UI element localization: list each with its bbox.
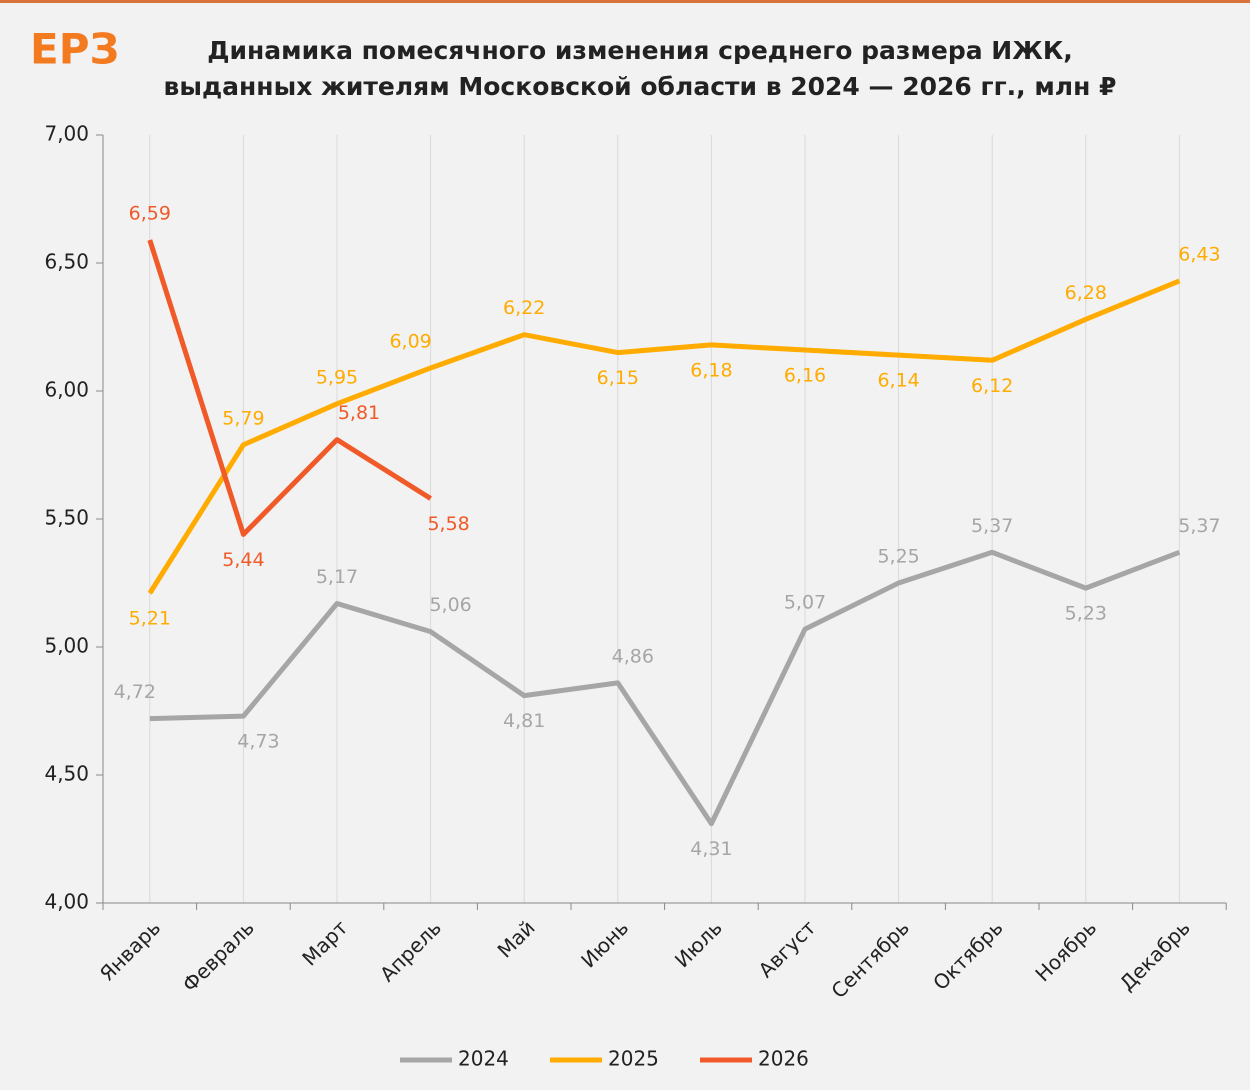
y-tick-label: 7,00: [44, 122, 89, 146]
value-label: 5,58: [427, 513, 469, 535]
series-line: [149, 549, 1181, 827]
value-label: 5,95: [316, 366, 358, 388]
value-label: 5,25: [877, 546, 919, 568]
y-tick-label: 6,00: [44, 378, 89, 402]
value-label: 5,81: [338, 402, 380, 424]
value-label: 6,18: [690, 359, 732, 381]
value-label: 6,12: [971, 375, 1013, 397]
top-rule: [0, 0, 1250, 3]
value-label: 6,22: [503, 297, 545, 319]
value-label: 5,07: [784, 592, 826, 614]
y-tick-label: 4,50: [44, 762, 89, 786]
value-label: 6,14: [877, 370, 919, 392]
value-label: 6,16: [784, 365, 826, 387]
value-label: 6,09: [389, 330, 431, 352]
y-tick-label: 4,00: [44, 890, 89, 914]
value-label: 5,37: [971, 515, 1013, 537]
value-label: 4,31: [690, 838, 732, 860]
value-label: 6,43: [1178, 243, 1220, 265]
value-label: 6,15: [597, 367, 639, 389]
chart-title: выданных жителям Московской области в 20…: [164, 72, 1117, 101]
value-label: 5,06: [429, 594, 471, 616]
value-label: 4,81: [503, 710, 545, 732]
series-line: [147, 278, 1181, 595]
value-label: 5,37: [1178, 515, 1220, 537]
y-tick-label: 5,00: [44, 634, 89, 658]
legend-label: 2024: [458, 1047, 509, 1071]
logo: ЕРЗ: [30, 25, 119, 74]
chart-title: Динамика помесячного изменения среднего …: [207, 36, 1073, 65]
value-label: 4,72: [114, 681, 156, 703]
value-label: 6,59: [129, 202, 171, 224]
value-label: 4,73: [237, 731, 279, 753]
y-tick-label: 6,50: [44, 250, 89, 274]
series-line: [147, 239, 432, 537]
value-label: 5,21: [129, 608, 171, 630]
value-label: 6,28: [1065, 282, 1107, 304]
value-label: 5,17: [316, 566, 358, 588]
legend-label: 2025: [608, 1047, 659, 1071]
value-label: 5,23: [1065, 603, 1107, 625]
value-label: 5,44: [222, 549, 264, 571]
value-label: 4,86: [612, 645, 654, 667]
value-label: 5,79: [222, 407, 264, 429]
legend-label: 2026: [758, 1047, 809, 1071]
y-tick-label: 5,50: [44, 506, 89, 530]
